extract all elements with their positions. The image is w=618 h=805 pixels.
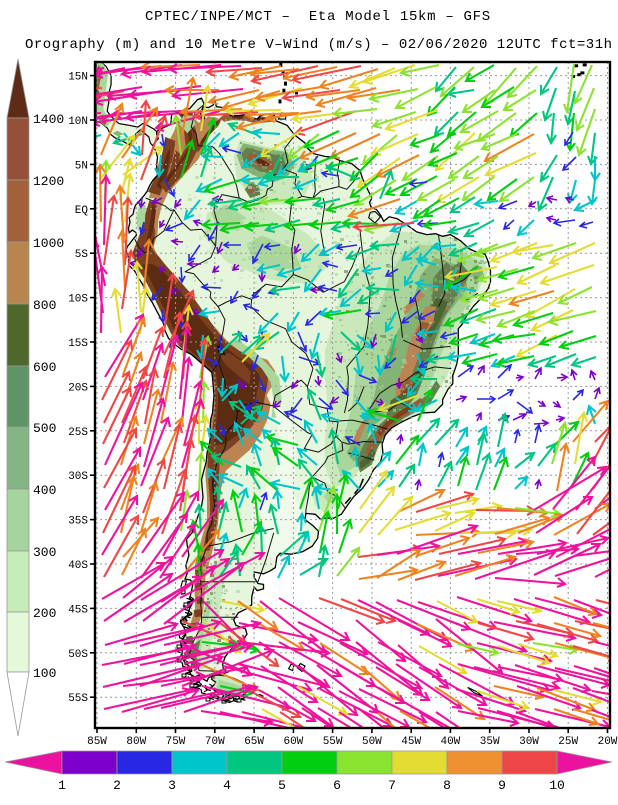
svg-text:1400: 1400: [33, 112, 64, 127]
svg-text:10N: 10N: [68, 116, 88, 128]
svg-text:10S: 10S: [68, 294, 88, 306]
svg-text:25S: 25S: [68, 427, 88, 439]
svg-text:15S: 15S: [68, 338, 88, 350]
svg-text:5: 5: [278, 778, 286, 793]
svg-text:600: 600: [33, 360, 56, 375]
svg-text:9: 9: [498, 778, 506, 793]
svg-text:40S: 40S: [68, 560, 88, 572]
svg-text:200: 200: [33, 606, 56, 621]
svg-text:70W: 70W: [205, 736, 225, 748]
svg-text:300: 300: [33, 545, 56, 560]
svg-text:400: 400: [33, 483, 56, 498]
svg-text:55W: 55W: [323, 736, 343, 748]
svg-text:EQ: EQ: [75, 205, 89, 217]
svg-text:2: 2: [113, 778, 121, 793]
svg-text:10: 10: [549, 778, 565, 793]
svg-text:75W: 75W: [166, 736, 186, 748]
svg-text:85W: 85W: [87, 736, 107, 748]
svg-text:5N: 5N: [75, 160, 88, 172]
svg-text:4: 4: [223, 778, 231, 793]
svg-text:800: 800: [33, 298, 56, 313]
svg-text:100: 100: [33, 666, 56, 681]
svg-text:8: 8: [443, 778, 451, 793]
svg-text:500: 500: [33, 421, 56, 436]
svg-text:25W: 25W: [558, 736, 578, 748]
svg-text:50S: 50S: [68, 649, 88, 661]
svg-text:45S: 45S: [68, 604, 88, 616]
svg-text:30W: 30W: [519, 736, 539, 748]
svg-text:6: 6: [333, 778, 341, 793]
svg-text:35W: 35W: [480, 736, 500, 748]
svg-text:30S: 30S: [68, 471, 88, 483]
svg-text:7: 7: [388, 778, 396, 793]
svg-text:1200: 1200: [33, 174, 64, 189]
svg-text:20S: 20S: [68, 382, 88, 394]
svg-text:50W: 50W: [362, 736, 382, 748]
svg-text:35S: 35S: [68, 516, 88, 528]
svg-text:60W: 60W: [283, 736, 303, 748]
svg-text:55S: 55S: [68, 693, 88, 705]
svg-text:1000: 1000: [33, 236, 64, 251]
svg-text:40W: 40W: [440, 736, 460, 748]
svg-text:3: 3: [168, 778, 176, 793]
svg-text:20W: 20W: [598, 736, 618, 748]
svg-text:1: 1: [58, 778, 66, 793]
svg-text:5S: 5S: [75, 249, 89, 261]
svg-text:15N: 15N: [68, 72, 88, 84]
svg-text:80W: 80W: [126, 736, 146, 748]
svg-text:65W: 65W: [244, 736, 264, 748]
svg-text:45W: 45W: [401, 736, 421, 748]
